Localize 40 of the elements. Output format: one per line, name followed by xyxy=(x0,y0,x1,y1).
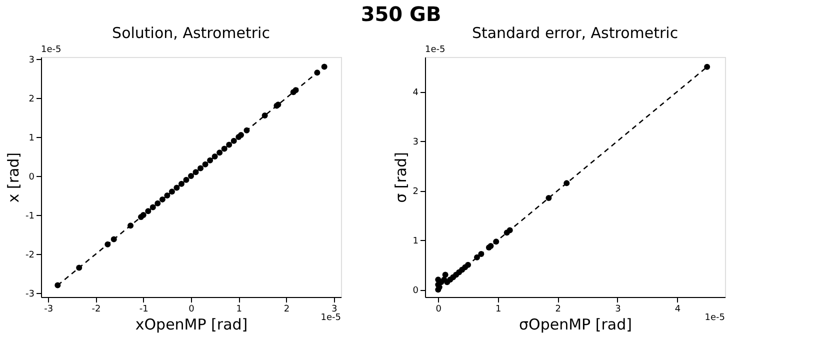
y-tick-label: 0 xyxy=(412,286,419,296)
point xyxy=(262,112,268,119)
x-tick-label: 0 xyxy=(436,304,442,314)
x-tick-label: 0 xyxy=(188,304,195,314)
text: 1e-5 xyxy=(425,45,446,55)
y-tick-label: 3 xyxy=(28,55,34,66)
text: 1e-5 xyxy=(704,313,725,323)
y-tick-label: 1 xyxy=(28,134,34,144)
y-tick-label: 3 xyxy=(412,138,418,148)
point xyxy=(442,272,448,278)
x-tick-label: 2 xyxy=(284,304,290,314)
y-tick-label: 0 xyxy=(28,172,35,183)
text: 350 GB xyxy=(360,2,442,26)
y-tick-label: -3 xyxy=(26,290,34,300)
point xyxy=(704,64,710,70)
y-tick-label: 1 xyxy=(412,236,418,247)
x-tick-label: -3 xyxy=(44,304,54,314)
x-tick-label: 4 xyxy=(674,304,681,314)
chart-title: Solution, Astrometric xyxy=(112,24,270,42)
y-tick-label: 4 xyxy=(412,88,419,98)
text: 1e-5 xyxy=(41,45,62,55)
chart-title: Standard error, Astrometric xyxy=(472,24,678,42)
y-axis-title: σ [rad] xyxy=(392,152,410,203)
y-tick-label: -1 xyxy=(26,212,34,222)
x-tick-label: 1 xyxy=(236,304,242,314)
y-tick-label: -2 xyxy=(26,250,34,261)
x-tick-label: 3 xyxy=(331,304,338,314)
point xyxy=(207,157,214,164)
x-tick-label: 2 xyxy=(555,304,562,314)
y-tick-label: 2 xyxy=(412,187,418,198)
text: 1e-5 xyxy=(320,313,341,323)
point xyxy=(164,192,170,199)
x-tick-label: 3 xyxy=(615,304,621,314)
x-axis-title: xOpenMP [rad] xyxy=(135,316,248,334)
y-axis-title: x [rad] xyxy=(4,152,23,203)
x-tick-label: 1 xyxy=(496,304,502,314)
y-tick-label: 2 xyxy=(28,94,34,104)
x-tick-label: -1 xyxy=(139,304,148,314)
x-axis-title: σOpenMP [rad] xyxy=(519,316,632,334)
x-tick-label: -2 xyxy=(92,304,101,314)
